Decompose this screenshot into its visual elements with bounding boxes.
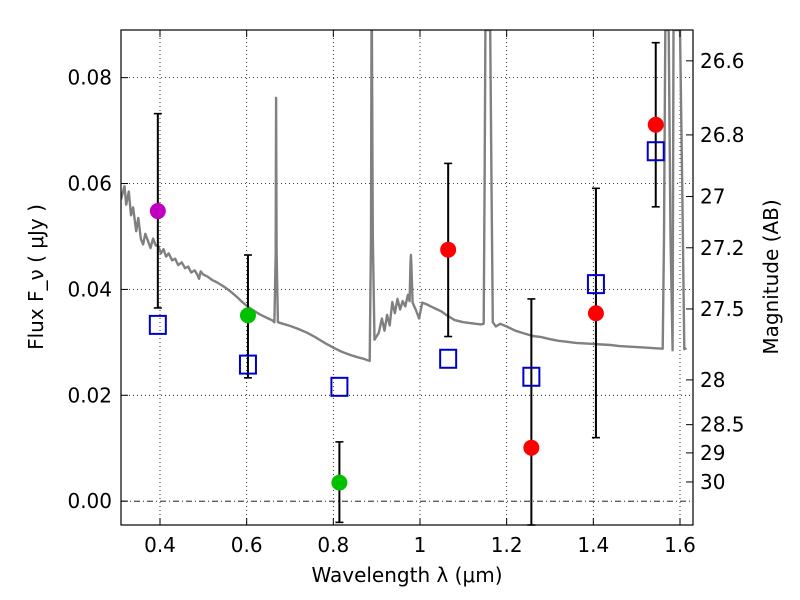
observed-point <box>239 307 256 324</box>
grid <box>121 30 693 525</box>
right-tick-label: 27.2 <box>700 236 745 260</box>
observed-point <box>647 116 664 133</box>
model-spectrum-line <box>121 30 687 363</box>
y-tick-label: 0.08 <box>67 66 112 90</box>
model-photometry-square <box>646 141 665 162</box>
observed-point <box>331 474 348 491</box>
observed-points <box>149 116 664 491</box>
right-tick-label: 30 <box>700 470 725 494</box>
model-photometry-squares <box>148 141 665 397</box>
x-tick-label: 1.6 <box>664 533 696 557</box>
right-tick-label: 28 <box>700 368 725 392</box>
x-tick-label: 0.4 <box>144 533 176 557</box>
right-tick-label: 29 <box>700 441 725 465</box>
x-tick-label: 0.8 <box>317 533 349 557</box>
right-tick-label: 26.6 <box>700 49 745 73</box>
y-tick-label: 0.00 <box>67 489 112 513</box>
model-spectrum-group <box>121 30 687 363</box>
x-tick-label: 0.6 <box>231 533 263 557</box>
observed-point <box>149 203 166 220</box>
y-tick-label: 0.02 <box>67 383 112 407</box>
y-tick-label: 0.06 <box>67 172 112 196</box>
y-axis-title: Flux F_ν ( μJy ) <box>24 204 48 350</box>
right-tick-label: 26.8 <box>700 123 745 147</box>
axis-ticks: 0.4 0.6 0.8 1 1.2 1.4 1.6 0.00 0.02 0.04 0.06 0.08 2… <box>67 30 745 557</box>
x-tick-label: 1.2 <box>491 533 523 557</box>
right-axis-title: Magnitude (AB) <box>759 199 783 354</box>
y-tick-label: 0.04 <box>67 277 112 301</box>
model-photometry-square <box>586 274 605 295</box>
model-photometry-square <box>522 366 541 387</box>
observed-point <box>587 305 604 322</box>
right-tick-label: 27.5 <box>700 297 745 321</box>
model-photometry-square <box>238 354 257 375</box>
model-photometry-square <box>439 348 458 369</box>
right-tick-label: 27 <box>700 185 725 209</box>
model-photometry-square <box>330 376 349 397</box>
model-photometry-square <box>148 314 167 335</box>
observed-point <box>440 241 457 258</box>
observed-point <box>523 439 540 456</box>
x-axis-title: Wavelength λ (μm) <box>311 563 502 587</box>
plot-frame <box>120 29 694 526</box>
x-tick-label: 1 <box>414 533 427 557</box>
x-tick-label: 1.4 <box>577 533 609 557</box>
plot-background <box>121 30 693 525</box>
right-tick-label: 28.5 <box>700 413 745 437</box>
